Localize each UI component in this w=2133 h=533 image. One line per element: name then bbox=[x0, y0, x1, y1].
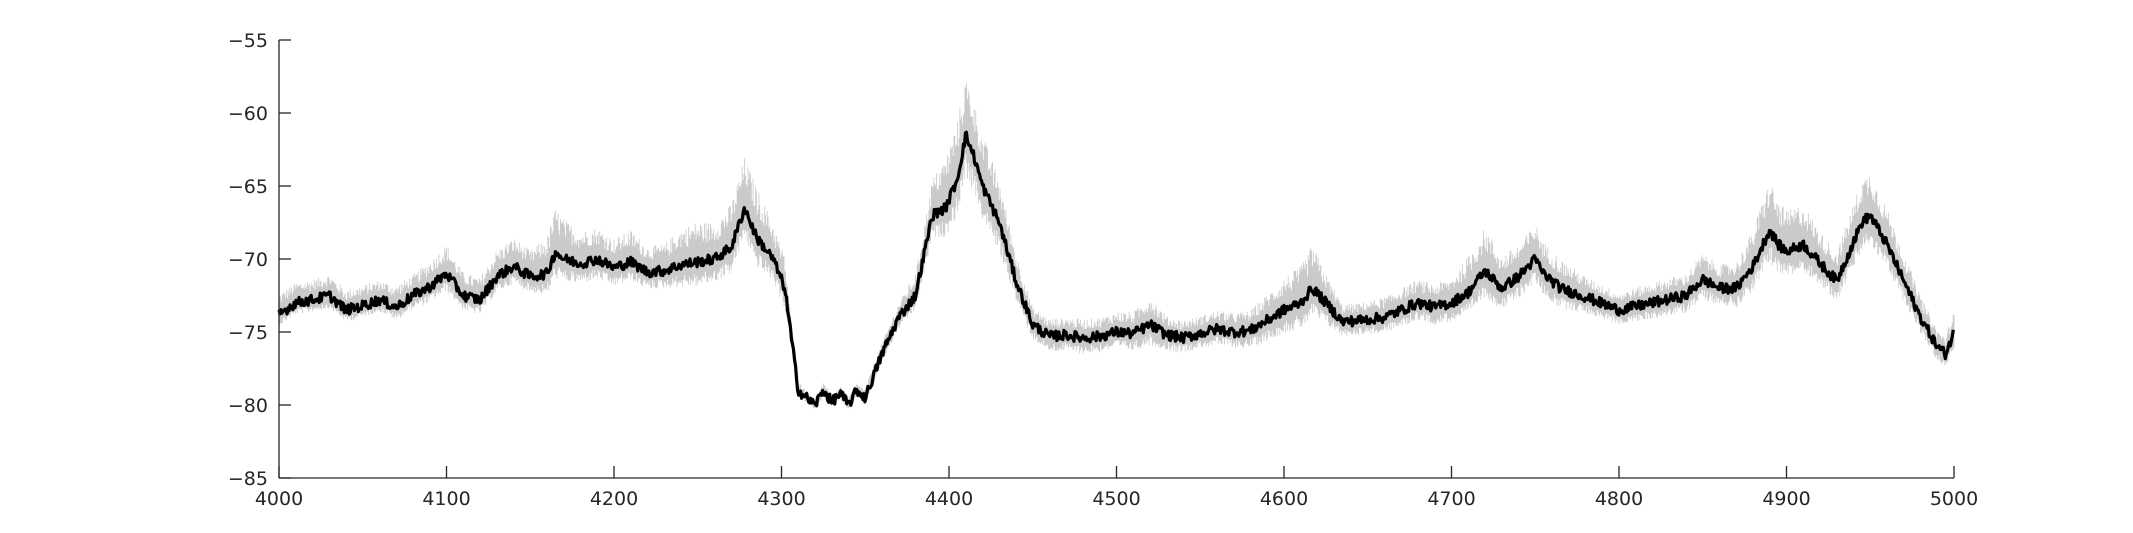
mean-line bbox=[277, 130, 1955, 408]
y-tick-label: −65 bbox=[228, 176, 268, 198]
x-tick-label: 4500 bbox=[1092, 488, 1140, 510]
x-tick-label: 4700 bbox=[1427, 488, 1475, 510]
x-ticks: 4000 4100 4200 4300 4400 4500 4600 4700 4800 4900… bbox=[255, 466, 1978, 510]
y-tick-label: −55 bbox=[228, 30, 268, 52]
x-tick-label: 4300 bbox=[757, 488, 805, 510]
x-tick-label: 5000 bbox=[1930, 488, 1978, 510]
x-tick-label: 4800 bbox=[1595, 488, 1643, 510]
y-ticks: −55 −60 −65 −70 −75 −80 −85 bbox=[228, 30, 291, 490]
x-tick-label: 4600 bbox=[1260, 488, 1308, 510]
x-tick-label: 4200 bbox=[590, 488, 638, 510]
y-tick-label: −85 bbox=[228, 468, 268, 490]
y-tick-label: −60 bbox=[228, 103, 268, 125]
y-tick-label: −80 bbox=[228, 395, 268, 417]
x-tick-label: 4900 bbox=[1762, 488, 1810, 510]
spread-band-layer bbox=[278, 83, 1955, 409]
x-tick-label: 4400 bbox=[925, 488, 973, 510]
x-tick-label: 4100 bbox=[422, 488, 470, 510]
mean-line-layer bbox=[277, 130, 1955, 408]
y-tick-label: −70 bbox=[228, 249, 268, 271]
y-tick-label: −75 bbox=[228, 322, 268, 344]
x-tick-label: 4000 bbox=[255, 488, 303, 510]
spread-band bbox=[278, 83, 1955, 409]
